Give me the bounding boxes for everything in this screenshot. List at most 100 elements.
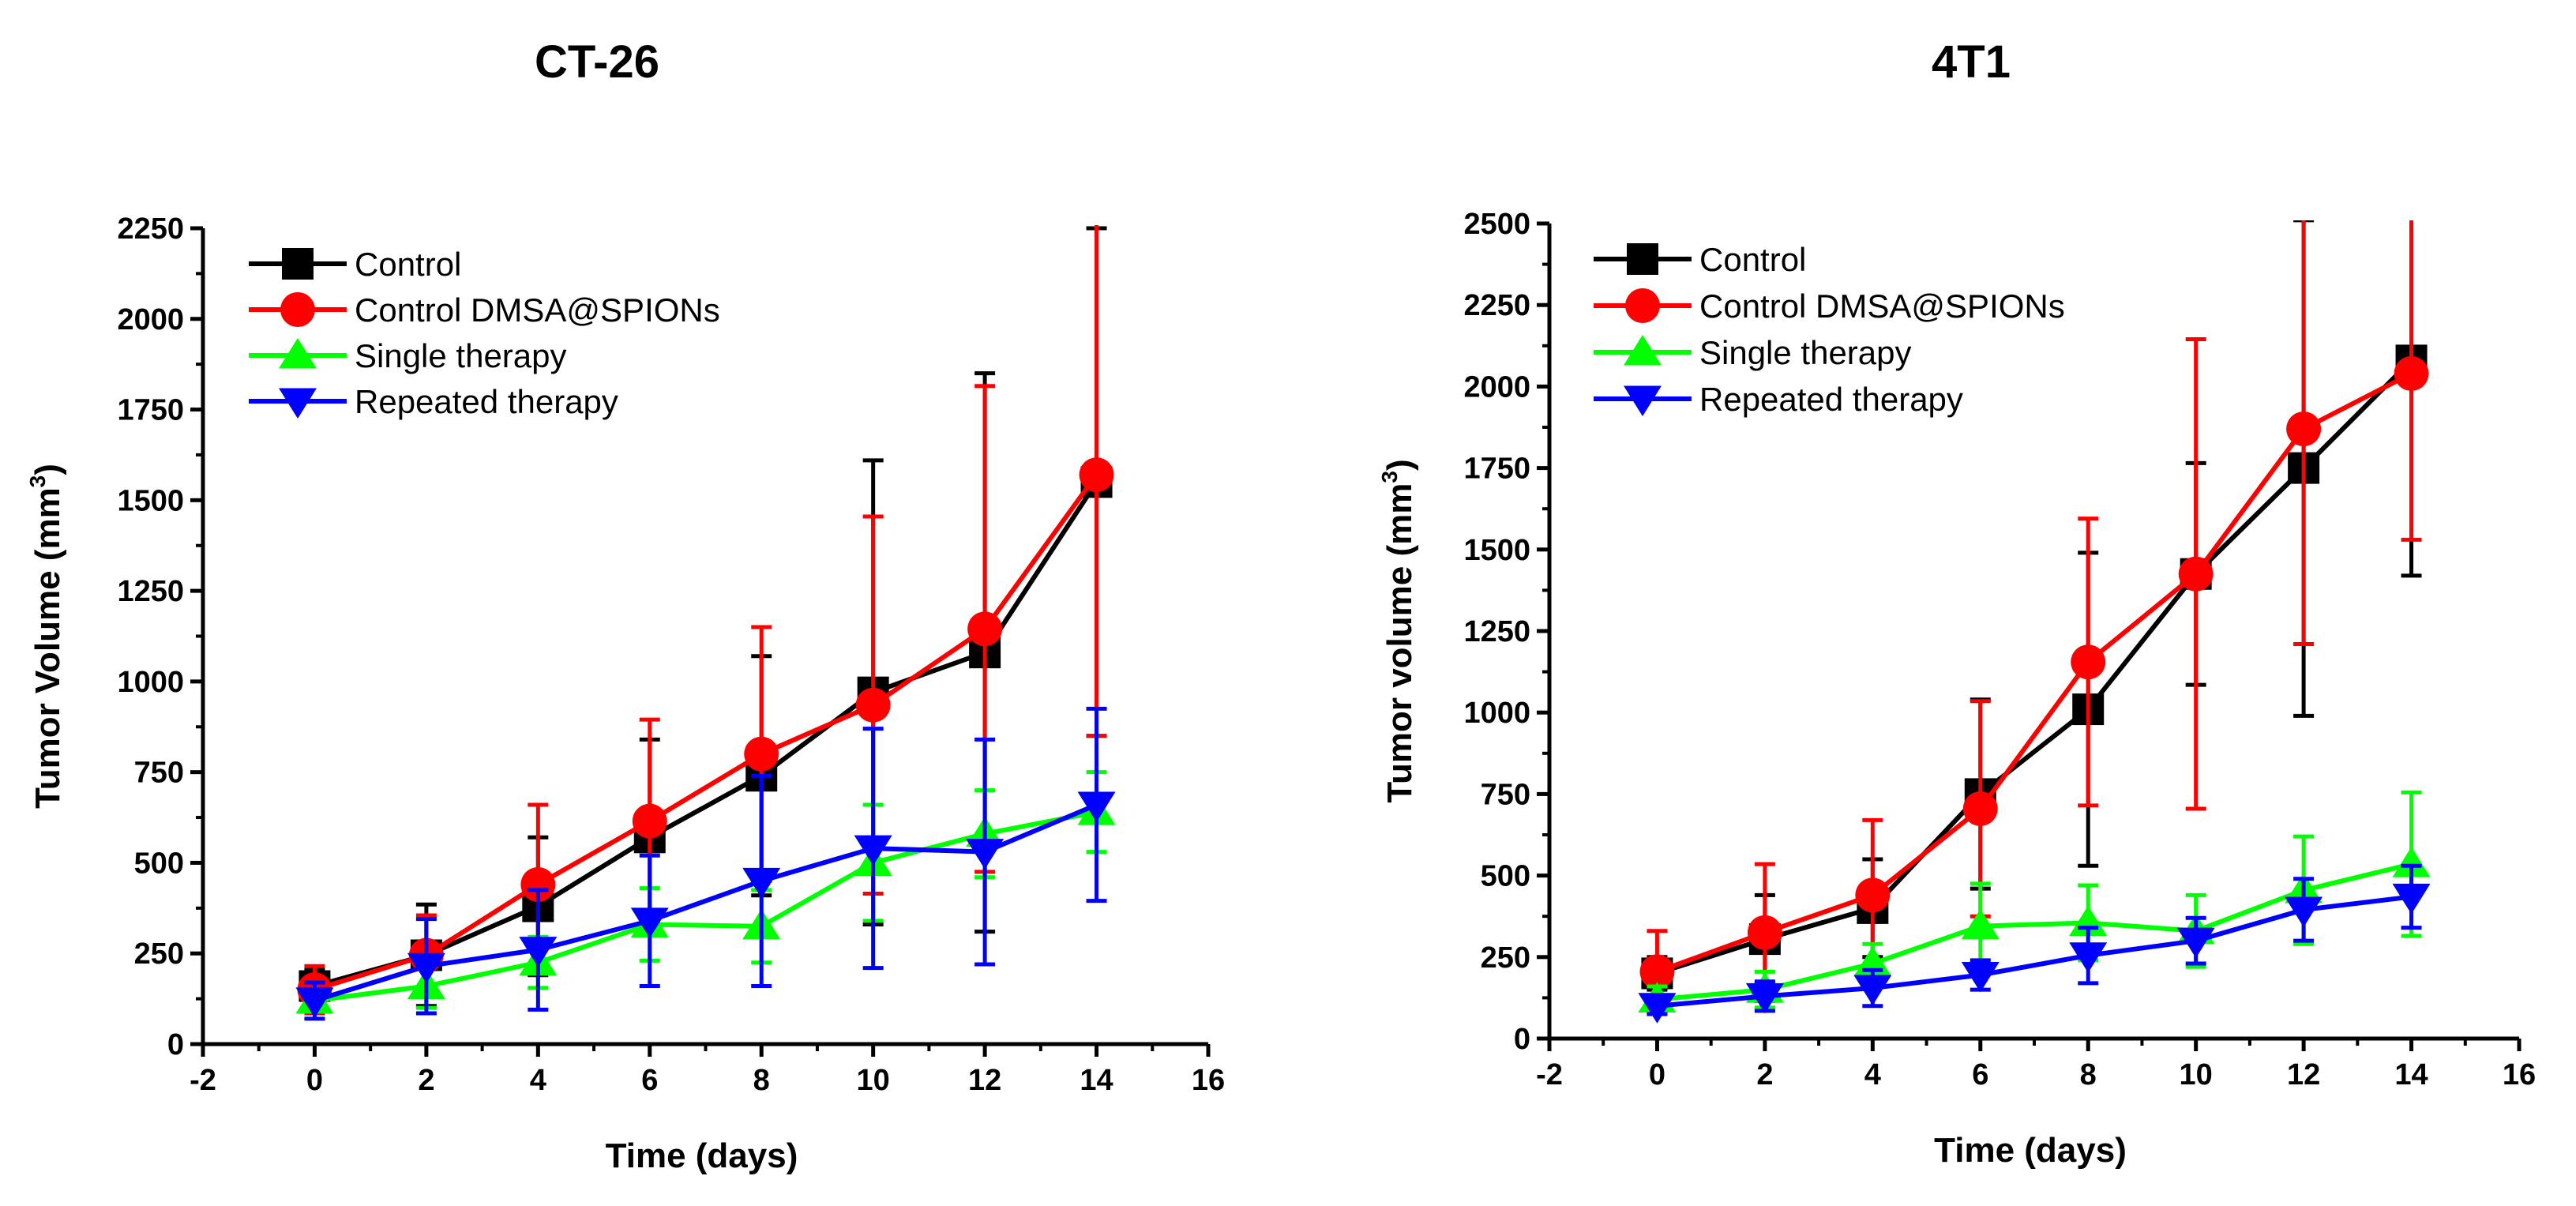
y-tick-label: 0 <box>1514 1023 1530 1056</box>
x-tick-label: 0 <box>1649 1058 1665 1091</box>
y-tick-label: 250 <box>1481 941 1530 975</box>
chart-4t1: 0 250 500 750 1000 1250 1500 1750 2000 2250 2500 -2… <box>1377 208 2536 1170</box>
x-tick-label: 12 <box>968 1064 1001 1097</box>
data-point <box>2071 644 2106 680</box>
y-tick-label: 1750 <box>1463 453 1530 486</box>
data-point <box>1853 975 1892 1006</box>
x-tick-label: -2 <box>190 1064 216 1097</box>
y-tick-label: 0 <box>167 1028 184 1061</box>
legend-marker <box>282 248 314 280</box>
x-axis-title: Time (days) <box>1934 1131 2127 1170</box>
data-point <box>632 803 667 839</box>
y-axis-title: Tumor volume (mm3) <box>1377 459 1419 802</box>
legend: Control Control DMSA@SPIONs Single therapy… <box>1594 241 2065 418</box>
legend-label: Repeated therapy <box>355 383 618 420</box>
plot-area <box>1638 220 2431 1024</box>
data-point <box>1638 993 1677 1024</box>
x-tick-label: 14 <box>2394 1058 2428 1091</box>
data-point <box>854 835 892 866</box>
x-axis-title: Time (days) <box>606 1136 798 1175</box>
legend-label: Control DMSA@SPIONs <box>1699 287 2065 325</box>
x-tick-label: 8 <box>753 1064 770 1097</box>
series-line <box>314 473 1098 993</box>
data-point <box>855 687 891 723</box>
x-tick-label: 2 <box>418 1064 434 1097</box>
legend-item: Control DMSA@SPIONs <box>1594 287 2065 325</box>
legend-item: Repeated therapy <box>249 383 618 420</box>
x-tick-label: 6 <box>1972 1058 1988 1091</box>
y-tick-label: 250 <box>134 937 184 971</box>
legend-marker <box>279 338 317 369</box>
legend-item: Control <box>1594 241 1806 278</box>
series-line <box>314 810 1098 1003</box>
series-control-dmsa-spions <box>297 225 1114 1016</box>
series-line <box>314 480 1099 989</box>
plot-area <box>295 225 1116 1021</box>
y-tick-label: 2250 <box>117 212 184 246</box>
series-line <box>1656 371 2413 975</box>
data-point <box>1855 877 1891 913</box>
legend-marker <box>280 292 315 327</box>
data-point <box>1747 915 1782 950</box>
y-tick-label: 1000 <box>117 666 184 699</box>
y-tick-label: 2500 <box>1463 208 1530 241</box>
y-tick-label: 500 <box>1481 860 1530 893</box>
x-tick-label: 16 <box>2503 1058 2536 1091</box>
data-point <box>1745 982 1784 1014</box>
data-point <box>2069 942 2108 973</box>
legend-label: Control <box>355 246 461 283</box>
legend-label: Control <box>1699 241 1806 278</box>
data-point <box>966 839 1004 870</box>
legend-label: Single therapy <box>355 337 567 374</box>
data-point <box>2394 355 2429 391</box>
legend-item: Repeated therapy <box>1594 381 1963 418</box>
y-tick-label: 2250 <box>1463 289 1530 322</box>
y-tick-label: 500 <box>134 847 184 880</box>
legend-marker <box>1624 385 1662 416</box>
legend-item: Single therapy <box>1594 334 1912 371</box>
data-point <box>1961 908 2000 940</box>
data-point <box>519 937 558 967</box>
y-tick-label: 2000 <box>1463 370 1530 404</box>
y-tick-label: 1000 <box>1463 697 1530 730</box>
x-tick-label: 4 <box>530 1064 546 1097</box>
series-line <box>1657 894 2412 1009</box>
x-tick-label: 12 <box>2287 1058 2320 1091</box>
y-tick-label: 1250 <box>117 575 184 608</box>
data-point <box>1079 457 1114 493</box>
legend-item: Control DMSA@SPIONs <box>249 291 720 329</box>
x-tick-label: 6 <box>641 1064 658 1097</box>
data-point <box>2286 411 2322 447</box>
data-point <box>2176 927 2215 959</box>
data-point <box>967 611 1003 647</box>
series-repeated-therapy <box>1638 863 2431 1024</box>
y-axis-title: Tumor Volume (mm3) <box>25 464 67 809</box>
legend-item: Control <box>249 246 461 283</box>
y-tick-label: 1500 <box>1463 534 1530 567</box>
y-tick-label: 2000 <box>117 303 184 336</box>
data-point <box>1962 791 1998 826</box>
data-point <box>630 907 669 938</box>
series-control-dmsa-spions <box>1639 220 2429 1015</box>
y-tick-label: 1250 <box>1463 615 1530 648</box>
series-repeated-therapy <box>295 706 1116 1021</box>
data-point <box>1077 791 1116 822</box>
y-tick-label: 1750 <box>117 394 184 427</box>
x-tick-label: 10 <box>857 1064 890 1097</box>
data-point <box>744 736 779 772</box>
y-tick-label: 750 <box>1481 778 1530 811</box>
x-tick-label: 0 <box>306 1064 323 1097</box>
legend-marker <box>1627 243 1658 275</box>
legend-label: Control DMSA@SPIONs <box>355 291 720 329</box>
legend: Control Control DMSA@SPIONs Single therapy… <box>249 246 720 420</box>
data-point <box>407 952 445 984</box>
data-point <box>2392 883 2431 915</box>
data-point <box>742 867 781 899</box>
data-point <box>2392 847 2431 877</box>
y-tick-label: 1500 <box>117 484 184 517</box>
x-tick-label: 10 <box>2180 1058 2213 1091</box>
chart-title-4t1: 4T1 <box>1932 36 2011 88</box>
